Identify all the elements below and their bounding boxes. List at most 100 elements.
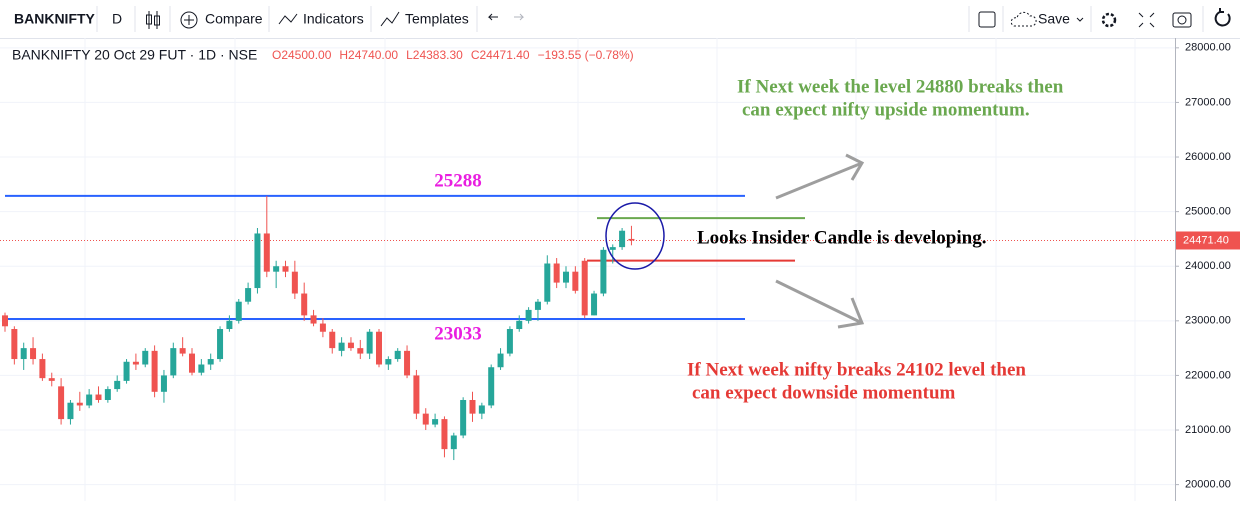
y-tick-label: 20000.00 bbox=[1185, 479, 1231, 491]
candle-body bbox=[469, 399, 476, 414]
fullscreen-box[interactable] bbox=[978, 11, 996, 28]
candle-body bbox=[76, 402, 83, 406]
candle-body bbox=[572, 271, 579, 291]
screenshot-lens bbox=[1177, 15, 1187, 25]
candle-body bbox=[48, 378, 55, 381]
symbol[interactable]: BANKNIFTY bbox=[14, 11, 96, 27]
undo-button[interactable] bbox=[487, 13, 498, 21]
indicators-button[interactable]: Indicators bbox=[303, 11, 364, 27]
annotation: can expect nifty upside momentum. bbox=[742, 99, 1030, 120]
ohlc-value: H24740.00 bbox=[339, 48, 398, 62]
y-tick-label: 23000.00 bbox=[1185, 315, 1231, 327]
templates-icon[interactable] bbox=[380, 11, 400, 27]
down-arrow bbox=[775, 279, 865, 329]
annotation: can expect downside momentum bbox=[692, 382, 956, 403]
highlight-ellipse bbox=[605, 202, 665, 270]
candle-body bbox=[385, 359, 392, 365]
redo-button[interactable] bbox=[514, 13, 525, 21]
compare-icon[interactable] bbox=[180, 11, 198, 29]
candle-body bbox=[338, 342, 345, 351]
compare-button[interactable]: Compare bbox=[205, 11, 263, 27]
ohlc-value: −193.55 (−0.78%) bbox=[538, 48, 634, 62]
candle-body bbox=[450, 435, 457, 450]
candle-body bbox=[478, 405, 485, 414]
candle-body bbox=[591, 293, 598, 316]
candle-body bbox=[441, 419, 448, 450]
candle-body bbox=[282, 266, 289, 272]
fullscreen-button[interactable] bbox=[1138, 12, 1155, 28]
ohlc-value: C24471.40 bbox=[471, 48, 530, 62]
candle-body bbox=[217, 329, 224, 360]
y-tick-label: 21000.00 bbox=[1185, 424, 1231, 436]
candle-style-icon[interactable] bbox=[146, 11, 160, 29]
reload-button[interactable] bbox=[1214, 8, 1231, 27]
candle-body bbox=[301, 293, 308, 316]
candle-body bbox=[30, 348, 37, 360]
level-label: 23033 bbox=[434, 323, 482, 344]
candle-body bbox=[497, 353, 504, 368]
candle-body bbox=[609, 247, 616, 250]
candle-body bbox=[151, 350, 158, 392]
candle-body bbox=[104, 389, 111, 400]
candle-body bbox=[67, 402, 74, 420]
save-menu[interactable] bbox=[1076, 17, 1084, 22]
candle-body bbox=[235, 301, 242, 321]
candle-body bbox=[553, 263, 560, 283]
up-arrow bbox=[775, 153, 865, 200]
candle-body bbox=[628, 238, 635, 241]
candle-body bbox=[619, 230, 626, 248]
candle-body bbox=[544, 263, 551, 302]
annotation: If Next week nifty breaks 24102 level th… bbox=[687, 359, 1026, 380]
ohlc-legend: O24500.00 H24740.00 L24383.30 C24471.40 −193… bbox=[272, 48, 634, 62]
candle-body bbox=[422, 413, 429, 425]
candle-body bbox=[534, 301, 541, 310]
save-button[interactable]: Save bbox=[1038, 11, 1070, 27]
indicators-icon[interactable] bbox=[278, 13, 298, 25]
last-price-tag bbox=[1176, 231, 1240, 250]
candle-body bbox=[506, 329, 513, 354]
candle-body bbox=[179, 348, 186, 354]
settings-button[interactable] bbox=[1101, 12, 1117, 28]
y-tick-label: 27000.00 bbox=[1185, 96, 1231, 108]
candle-body bbox=[189, 353, 195, 373]
candle-body bbox=[114, 380, 121, 390]
candle-body bbox=[39, 359, 46, 379]
candle-body bbox=[170, 348, 177, 376]
candle-body bbox=[563, 271, 569, 283]
y-tick-label: 25000.00 bbox=[1185, 206, 1231, 218]
templates-button[interactable]: Templates bbox=[405, 11, 469, 27]
candle-body bbox=[160, 375, 167, 392]
annotation: If Next week the level 24880 breaks then bbox=[737, 76, 1064, 97]
candle-body bbox=[207, 359, 214, 365]
chart-title: BANKNIFTY 20 Oct 29 FUT · 1D · NSE bbox=[12, 47, 257, 63]
candle-body bbox=[310, 315, 317, 324]
candle-body bbox=[123, 361, 130, 381]
last-price-label: 24471.40 bbox=[1183, 234, 1229, 246]
screenshot-button[interactable] bbox=[1172, 12, 1192, 28]
candle-body bbox=[245, 288, 252, 302]
candle-body bbox=[95, 394, 102, 400]
ohlc-value: L24383.30 bbox=[406, 48, 463, 62]
y-tick-label: 28000.00 bbox=[1185, 42, 1231, 54]
annotation: Looks Insider Candle is developing. bbox=[697, 227, 986, 248]
y-tick-label: 22000.00 bbox=[1185, 369, 1231, 381]
candle-body bbox=[347, 342, 354, 349]
candle-body bbox=[432, 419, 439, 425]
cloud-icon[interactable] bbox=[1010, 11, 1037, 27]
candle-body bbox=[488, 367, 495, 406]
candle-body bbox=[376, 331, 382, 365]
toolbar bbox=[0, 0, 1240, 38]
plot-area: 20000.00 21000.00 22000.00 23000.00 24000.00… bbox=[0, 42, 1231, 491]
candle-body bbox=[2, 315, 8, 327]
candle-body bbox=[226, 320, 233, 330]
candle-body bbox=[516, 320, 523, 330]
candle-body bbox=[198, 364, 205, 373]
candle-body bbox=[11, 329, 18, 360]
interval[interactable]: D bbox=[112, 11, 122, 27]
candle-body bbox=[291, 271, 298, 294]
candle-body bbox=[357, 348, 364, 354]
candle-body bbox=[263, 233, 270, 272]
candle-body bbox=[525, 309, 532, 321]
candle-body bbox=[404, 350, 411, 376]
